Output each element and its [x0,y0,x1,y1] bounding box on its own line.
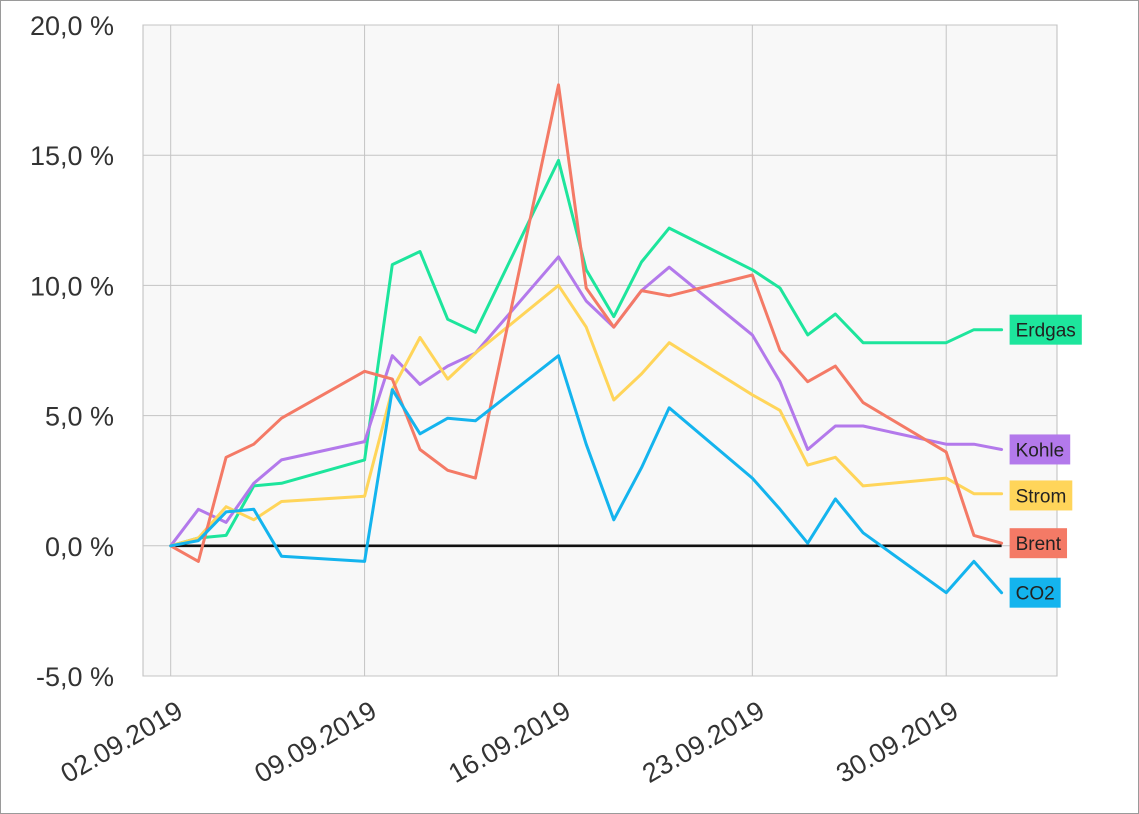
series-label-kohle: Kohle [1009,434,1071,465]
series-label-text: Strom [1016,486,1067,507]
series-label-box [1009,314,1082,345]
series-label-brent: Brent [1009,528,1068,559]
series-end-labels: Erdgas Kohle Strom Brent CO2 [1009,314,1082,608]
y-tick-label: 15,0 % [30,141,114,171]
x-tick-label: 16.09.2019 [443,695,575,789]
series-lines [169,83,1004,595]
series-label-text: Kohle [1016,440,1065,461]
series-line-strom [169,283,1004,548]
x-tick-label: 02.09.2019 [56,695,188,789]
series-line-brent [169,83,1004,563]
series-label-text: CO2 [1016,584,1055,605]
x-axis: 02.09.2019 09.09.2019 16.09.2019 23.09.2019… [56,695,964,789]
x-tick-label: 09.09.2019 [250,695,382,789]
series-label-text: Brent [1016,534,1062,555]
series-label-box [1009,434,1071,465]
y-tick-label: -5,0 % [36,662,114,692]
y-axis: -5,0 % 0,0 % 5,0 % 10,0 % 15,0 % 20,0 % [30,11,114,692]
series-label-box [1009,480,1073,511]
x-tick-label: 30.09.2019 [831,695,963,789]
x-tick-label: 23.09.2019 [637,695,769,789]
series-line-co2 [169,354,1004,595]
series-line-kohle [169,255,1004,548]
y-tick-label: 5,0 % [45,402,114,432]
series-label-co2: CO2 [1009,577,1061,608]
series-label-strom: Strom [1009,480,1073,511]
series-label-box [1009,528,1068,559]
series-label-box [1009,577,1061,608]
y-tick-label: 20,0 % [30,11,114,41]
series-label-text: Erdgas [1016,321,1076,342]
series-line-erdgas [169,158,1004,548]
plot-area [142,24,1058,677]
series-label-erdgas: Erdgas [1009,314,1082,345]
y-tick-label: 10,0 % [30,271,114,301]
y-tick-label: 0,0 % [45,532,114,562]
